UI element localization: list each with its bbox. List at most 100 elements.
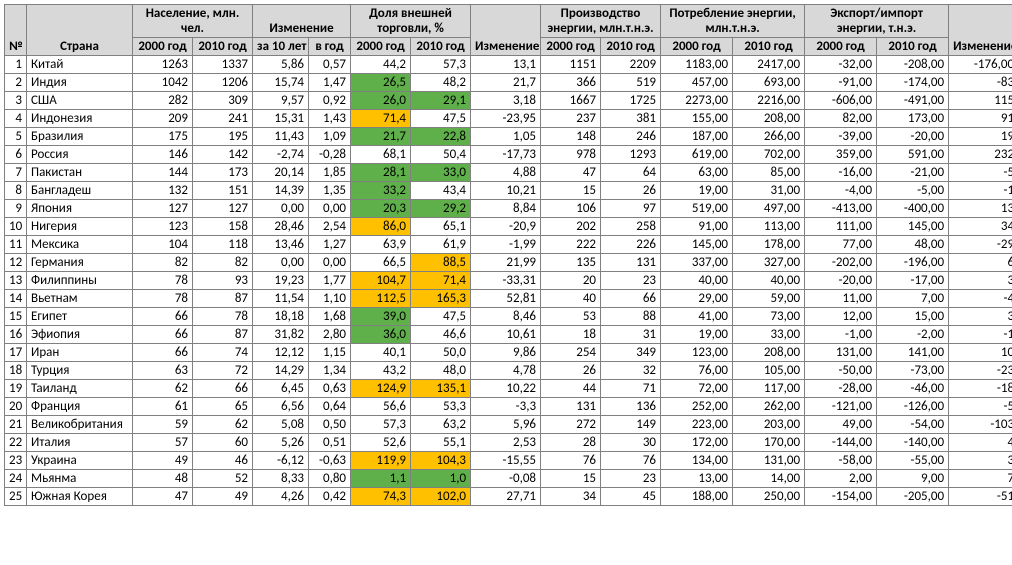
- cell-x00: 49,00: [805, 416, 877, 434]
- cell-x00: -202,00: [805, 254, 877, 272]
- cell-d10: 11,43: [253, 128, 309, 146]
- table-row: 12Германия82820,000,0066,588,521,9913513…: [5, 254, 1012, 272]
- cell-n: 2: [5, 74, 27, 92]
- cell-dx: 34: [949, 218, 1012, 236]
- cell-c: Франция: [27, 398, 133, 416]
- cell-x00: -1,00: [805, 326, 877, 344]
- cell-x00: -20,00: [805, 272, 877, 290]
- cell-u00: 619,00: [661, 146, 733, 164]
- cell-u10: 266,00: [733, 128, 805, 146]
- cell-u00: 41,00: [661, 308, 733, 326]
- cell-c: Италия: [27, 434, 133, 452]
- cell-c: Бангладеш: [27, 182, 133, 200]
- cell-x10: -73,00: [877, 362, 949, 380]
- cell-dx: 19: [949, 128, 1012, 146]
- cell-p00: 82: [133, 254, 193, 272]
- cell-dx: -1: [949, 326, 1012, 344]
- cell-p10: 49: [193, 488, 253, 506]
- cell-p00: 132: [133, 182, 193, 200]
- cell-c: Египет: [27, 308, 133, 326]
- cell-d10: 6,56: [253, 398, 309, 416]
- cell-dt: 1,05: [471, 128, 541, 146]
- col-sub: 2000 год: [133, 38, 193, 56]
- cell-x10: -46,00: [877, 380, 949, 398]
- cell-u10: 131,00: [733, 452, 805, 470]
- cell-u00: 76,00: [661, 362, 733, 380]
- table-body: 1Китай126313375,860,5744,257,313,1115122…: [5, 56, 1012, 506]
- cell-x00: 77,00: [805, 236, 877, 254]
- table-row: 3США2823099,570,9226,029,13,181667172522…: [5, 92, 1012, 110]
- cell-p00: 144: [133, 164, 193, 182]
- cell-n: 7: [5, 164, 27, 182]
- cell-u00: 519,00: [661, 200, 733, 218]
- cell-n: 20: [5, 398, 27, 416]
- cell-x10: -2,00: [877, 326, 949, 344]
- cell-dx: 115: [949, 92, 1012, 110]
- cell-t00: 28,1: [351, 164, 411, 182]
- cell-dt: 8,46: [471, 308, 541, 326]
- col-group: Изменение за 10 лет: [949, 5, 1012, 56]
- cell-n: 24: [5, 470, 27, 488]
- cell-x10: 9,00: [877, 470, 949, 488]
- cell-dx: 91: [949, 110, 1012, 128]
- cell-p10: 93: [193, 272, 253, 290]
- cell-p00: 59: [133, 416, 193, 434]
- cell-u10: 113,00: [733, 218, 805, 236]
- cell-e00: 366: [541, 74, 601, 92]
- cell-e00: 34: [541, 488, 601, 506]
- cell-dy: 0,50: [309, 416, 351, 434]
- cell-p00: 66: [133, 344, 193, 362]
- cell-dt: 10,21: [471, 182, 541, 200]
- cell-u00: 172,00: [661, 434, 733, 452]
- cell-p00: 78: [133, 272, 193, 290]
- cell-e00: 15: [541, 182, 601, 200]
- cell-p00: 47: [133, 488, 193, 506]
- cell-p00: 123: [133, 218, 193, 236]
- cell-t00: 63,9: [351, 236, 411, 254]
- cell-x00: -50,00: [805, 362, 877, 380]
- cell-e10: 381: [601, 110, 661, 128]
- cell-dy: 0,92: [309, 92, 351, 110]
- cell-d10: 15,31: [253, 110, 309, 128]
- table-row: 14Вьетнам788711,541,10112,5165,352,81406…: [5, 290, 1012, 308]
- cell-d10: 20,14: [253, 164, 309, 182]
- cell-e10: 23: [601, 470, 661, 488]
- table-row: 16Эфиопия668731,822,8036,046,610,6118311…: [5, 326, 1012, 344]
- cell-u00: 155,00: [661, 110, 733, 128]
- cell-x10: -400,00: [877, 200, 949, 218]
- cell-dt: -3,3: [471, 398, 541, 416]
- cell-u00: 123,00: [661, 344, 733, 362]
- col-sub: 2010 год: [733, 38, 805, 56]
- cell-u10: 702,00: [733, 146, 805, 164]
- cell-t10: 57,3: [411, 56, 471, 74]
- cell-e00: 222: [541, 236, 601, 254]
- cell-t10: 29,2: [411, 200, 471, 218]
- cell-c: Турция: [27, 362, 133, 380]
- cell-e10: 136: [601, 398, 661, 416]
- cell-d10: 11,54: [253, 290, 309, 308]
- cell-t00: 66,5: [351, 254, 411, 272]
- cell-u10: 105,00: [733, 362, 805, 380]
- cell-u10: 327,00: [733, 254, 805, 272]
- cell-p00: 282: [133, 92, 193, 110]
- table-row: 13Филиппины789319,231,77104,771,4-33,312…: [5, 272, 1012, 290]
- cell-t10: 47,5: [411, 110, 471, 128]
- table-row: 22Италия57605,260,5152,655,12,532830172,…: [5, 434, 1012, 452]
- cell-p10: 87: [193, 326, 253, 344]
- cell-n: 22: [5, 434, 27, 452]
- col-sub: 2000 год: [541, 38, 601, 56]
- cell-dx: 13: [949, 200, 1012, 218]
- cell-u00: 1183,00: [661, 56, 733, 74]
- cell-dy: 1,43: [309, 110, 351, 128]
- cell-dy: 1,47: [309, 74, 351, 92]
- cell-dy: 0,64: [309, 398, 351, 416]
- cell-x10: -17,00: [877, 272, 949, 290]
- col-group: Потребление энергии, млн.т.н.э.: [661, 5, 805, 38]
- cell-x00: -39,00: [805, 128, 877, 146]
- cell-x10: 48,00: [877, 236, 949, 254]
- cell-x10: 145,00: [877, 218, 949, 236]
- cell-d10: 12,12: [253, 344, 309, 362]
- cell-e00: 272: [541, 416, 601, 434]
- cell-e00: 40: [541, 290, 601, 308]
- table-row: 4Индонезия20924115,311,4371,447,5-23,952…: [5, 110, 1012, 128]
